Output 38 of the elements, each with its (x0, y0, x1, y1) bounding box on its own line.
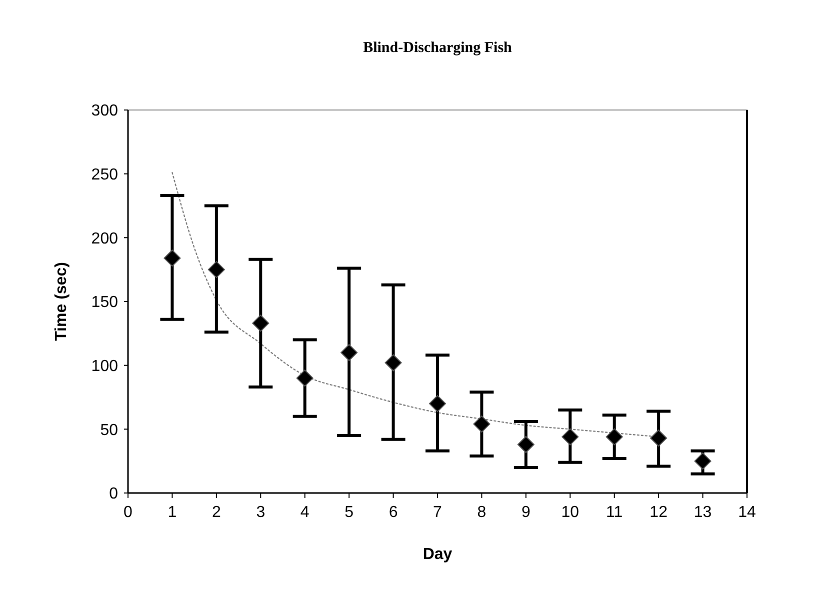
point (694, 452, 712, 470)
x-tick-label: 14 (738, 504, 756, 521)
x-axis-title: Day (422, 546, 452, 563)
x-tick-label: 9 (521, 504, 530, 521)
point (606, 428, 623, 446)
y-tick-label: 300 (91, 102, 118, 120)
y-tick-label: 0 (109, 486, 118, 503)
x-tick-label: 6 (388, 504, 398, 521)
point (208, 261, 225, 278)
point (296, 370, 314, 387)
point (650, 430, 668, 447)
point (340, 344, 358, 362)
point (252, 314, 270, 332)
x-tick-label: 5 (344, 504, 354, 521)
y-tick-label: 150 (91, 294, 118, 312)
x-tick-label: 1 (168, 504, 177, 521)
x-tick-label: 8 (477, 504, 486, 521)
y-tick-label: 200 (91, 230, 118, 248)
point (384, 354, 402, 372)
y-tick-label: 50 (100, 422, 118, 439)
y-tick-label: 250 (91, 166, 118, 184)
point (473, 416, 490, 433)
y-tick-label: 100 (91, 358, 118, 375)
x-tick-label: 3 (256, 504, 266, 521)
chart-title: Blind-Discharging Fish (363, 40, 513, 56)
x-tick-label: 10 (561, 504, 580, 521)
point (562, 428, 579, 446)
x-tick-label: 2 (212, 504, 221, 521)
y-axis-title: Time (sec) (53, 262, 70, 341)
x-tick-label: 12 (650, 504, 668, 521)
x-tick-label: 11 (606, 504, 623, 521)
x-tick-label: 0 (124, 504, 133, 521)
x-tick-label: 13 (694, 504, 712, 521)
point (164, 250, 181, 267)
point (517, 436, 534, 453)
point (429, 395, 446, 412)
x-tick-label: 7 (433, 504, 442, 521)
x-tick-label: 4 (300, 504, 310, 521)
